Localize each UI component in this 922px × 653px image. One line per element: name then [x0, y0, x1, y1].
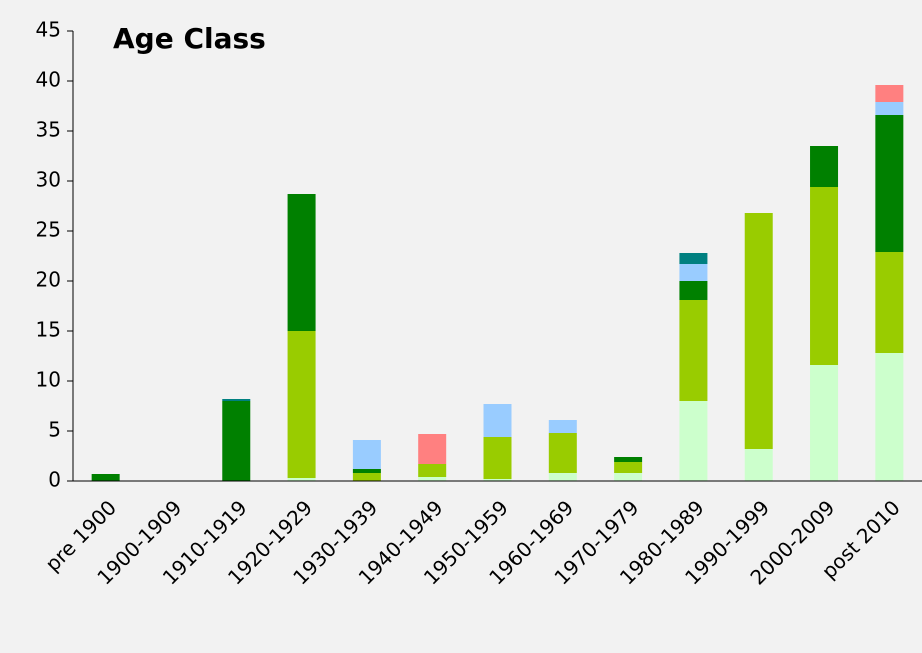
- bar-segment: [810, 365, 839, 481]
- bar-segment: [744, 213, 773, 449]
- chart-title: Age Class: [113, 22, 266, 55]
- bar-segment: [418, 464, 447, 477]
- bar-segment: [287, 194, 316, 331]
- bar-segment: [352, 440, 381, 469]
- y-tick-label: 25: [36, 218, 61, 242]
- bar-segment: [614, 473, 643, 481]
- bar-segment: [614, 462, 643, 473]
- bar-segment: [614, 457, 643, 462]
- bar-segment: [679, 264, 708, 281]
- bar-segment: [418, 477, 447, 481]
- bar-segment: [483, 404, 512, 437]
- bar-segment: [875, 252, 904, 353]
- bar-segment: [548, 433, 577, 473]
- bar-segment: [222, 399, 251, 401]
- bar-segment: [810, 146, 839, 187]
- bar-segment: [483, 437, 512, 479]
- bar-segment: [352, 473, 381, 481]
- bar-segment: [744, 449, 773, 481]
- y-tick-label: 15: [36, 318, 61, 342]
- y-tick-label: 10: [36, 368, 61, 392]
- bar-segment: [483, 479, 512, 481]
- y-tick-label: 20: [36, 268, 61, 292]
- bar-segment: [875, 353, 904, 481]
- bar-segment: [548, 473, 577, 481]
- y-tick-label: 35: [36, 118, 61, 142]
- bar-segment: [287, 331, 316, 478]
- bar-segment: [679, 281, 708, 300]
- bar-segment: [418, 434, 447, 464]
- bar-segment: [810, 187, 839, 365]
- bar-segment: [679, 401, 708, 481]
- y-tick-label: 5: [48, 418, 61, 442]
- bar-segment: [287, 478, 316, 481]
- y-tick-label: 0: [48, 468, 61, 492]
- bar-segment: [91, 474, 120, 481]
- bar-segment: [875, 115, 904, 252]
- bar-segment: [875, 102, 904, 115]
- bar-segment: [222, 401, 251, 481]
- bar-segment: [679, 300, 708, 401]
- bar-segment: [548, 420, 577, 433]
- bar-segment: [679, 253, 708, 264]
- y-tick-label: 45: [36, 18, 61, 42]
- y-tick-label: 30: [36, 168, 61, 192]
- bar-segment: [352, 469, 381, 473]
- y-tick-label: 40: [36, 68, 61, 92]
- bar-segment: [875, 85, 904, 102]
